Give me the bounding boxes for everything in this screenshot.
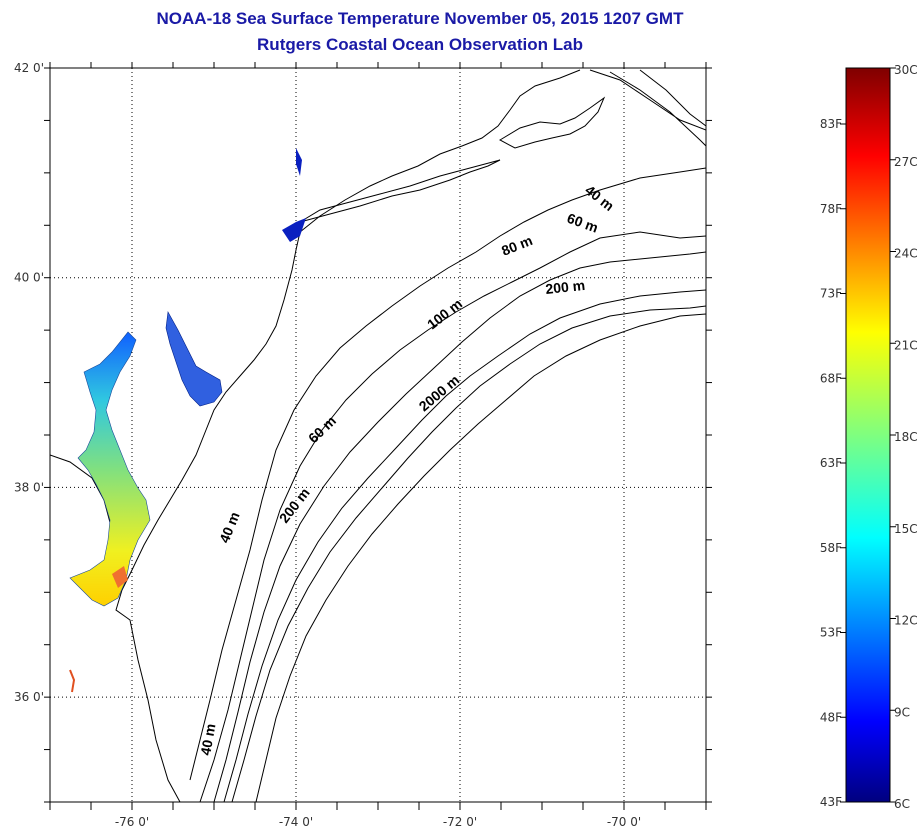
colorbar-celsius-label: 24C: [894, 247, 918, 261]
colorbar-fahrenheit-label: 78F: [820, 202, 842, 216]
colorbar-celsius-label: 18C: [894, 430, 918, 444]
contour-60m: [199, 231, 706, 802]
lat-label: 38 0': [14, 480, 44, 494]
colorbar-fahrenheit-label: 83F: [820, 117, 842, 131]
colorbar-celsius-label: 21C: [894, 338, 918, 352]
colorbar-celsius-label: 12C: [894, 614, 918, 628]
albemarle-sst: [69, 669, 76, 693]
colorbar-fahrenheit-label: 53F: [820, 626, 842, 640]
colorbar: [845, 67, 891, 803]
colorbar-fahrenheit-label: 43F: [820, 795, 842, 809]
contour-2000m: [255, 313, 706, 802]
colorbar-fahrenheit-label: 63F: [820, 456, 842, 470]
contour-label: 200 m: [545, 277, 586, 297]
colorbar-fahrenheit-label: 68F: [820, 371, 842, 385]
bay-warm-patch: [112, 566, 128, 588]
coastline: [50, 69, 581, 802]
colorbar-fahrenheit-label: 48F: [820, 710, 842, 724]
colorbar-celsius-label: 6C: [894, 797, 910, 811]
lat-label: 40 0': [14, 271, 44, 285]
contour-40m: [189, 167, 706, 781]
contour-100m: [223, 289, 706, 802]
longitude-labels: -76 0' -74 0' -72 0' -70 0': [115, 815, 641, 829]
delaware-bay-sst: [165, 311, 223, 407]
contour-80m: [213, 251, 706, 802]
lon-label: -70 0': [607, 815, 641, 829]
colorbar-fahrenheit-label: 58F: [820, 541, 842, 555]
lon-label: -72 0': [443, 815, 477, 829]
map-frame: [49, 67, 707, 803]
hudson-sst: [282, 148, 306, 242]
colorbar-fahrenheit-labels: 83F 78F 73F 68F 63F 58F 53F 48F 43F: [820, 117, 846, 809]
northeast-shelf-edge: [589, 69, 706, 147]
latitude-labels: 42 0' 40 0' 38 0' 36 0': [14, 61, 44, 704]
lat-label: 42 0': [14, 61, 44, 75]
chesapeake-sst: [69, 331, 151, 607]
axis-ticks: [44, 62, 712, 810]
colorbar-celsius-label: 27C: [894, 155, 918, 169]
lat-label: 36 0': [14, 690, 44, 704]
map-title: NOAA-18 Sea Surface Temperature November…: [156, 9, 684, 28]
colorbar-celsius-labels: 30C 27C 24C 21C 18C 15C 12C 9C 6C: [890, 63, 918, 811]
colorbar-celsius-label: 9C: [894, 705, 910, 719]
colorbar-celsius-label: 30C: [894, 63, 918, 77]
colorbar-celsius-label: 15C: [894, 522, 918, 536]
contour-label: 40 m: [197, 722, 218, 756]
contour-200m: [231, 305, 706, 802]
map-subtitle: Rutgers Coastal Ocean Observation Lab: [257, 35, 583, 54]
lon-label: -74 0': [279, 815, 313, 829]
colorbar-fahrenheit-label: 73F: [820, 287, 842, 301]
cape-cod: [498, 96, 606, 149]
long-island: [299, 159, 501, 223]
lon-label: -76 0': [115, 815, 149, 829]
